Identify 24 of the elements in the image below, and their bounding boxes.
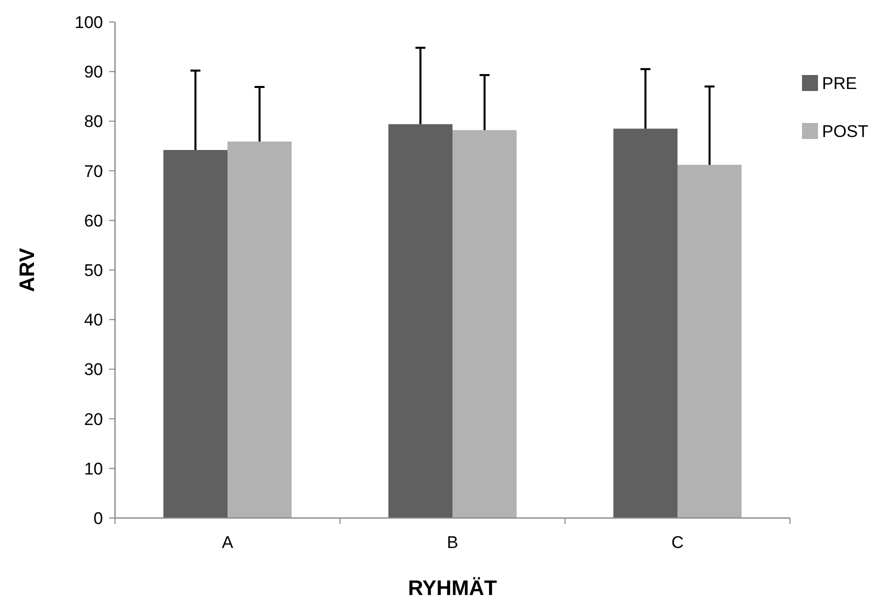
bar bbox=[678, 164, 742, 518]
y-tick-label: 90 bbox=[84, 62, 103, 82]
y-tick-label: 40 bbox=[84, 310, 103, 330]
bar bbox=[163, 150, 228, 518]
bar bbox=[388, 124, 452, 518]
y-axis-title: ARV bbox=[16, 248, 39, 292]
x-tick-label: A bbox=[222, 533, 234, 552]
x-tick-label: C bbox=[671, 533, 684, 552]
y-tick-label: 60 bbox=[84, 211, 103, 230]
bar bbox=[228, 142, 292, 518]
y-tick-label: 0 bbox=[94, 508, 103, 528]
y-tick-label: 70 bbox=[84, 162, 103, 181]
y-tick-label: 80 bbox=[84, 112, 103, 132]
bar bbox=[613, 128, 678, 518]
x-axis-title: RYHMÄT bbox=[408, 577, 498, 600]
bar bbox=[452, 130, 517, 518]
y-tick-label: 50 bbox=[84, 260, 103, 280]
y-tick-label: 30 bbox=[84, 360, 103, 380]
x-tick-label: B bbox=[446, 533, 458, 552]
y-tick-label: 10 bbox=[84, 459, 103, 478]
legend-label: PRE bbox=[822, 74, 857, 93]
y-tick-label: 20 bbox=[84, 410, 103, 429]
y-tick-label: 100 bbox=[74, 12, 103, 32]
legend-label: POST bbox=[822, 122, 868, 141]
